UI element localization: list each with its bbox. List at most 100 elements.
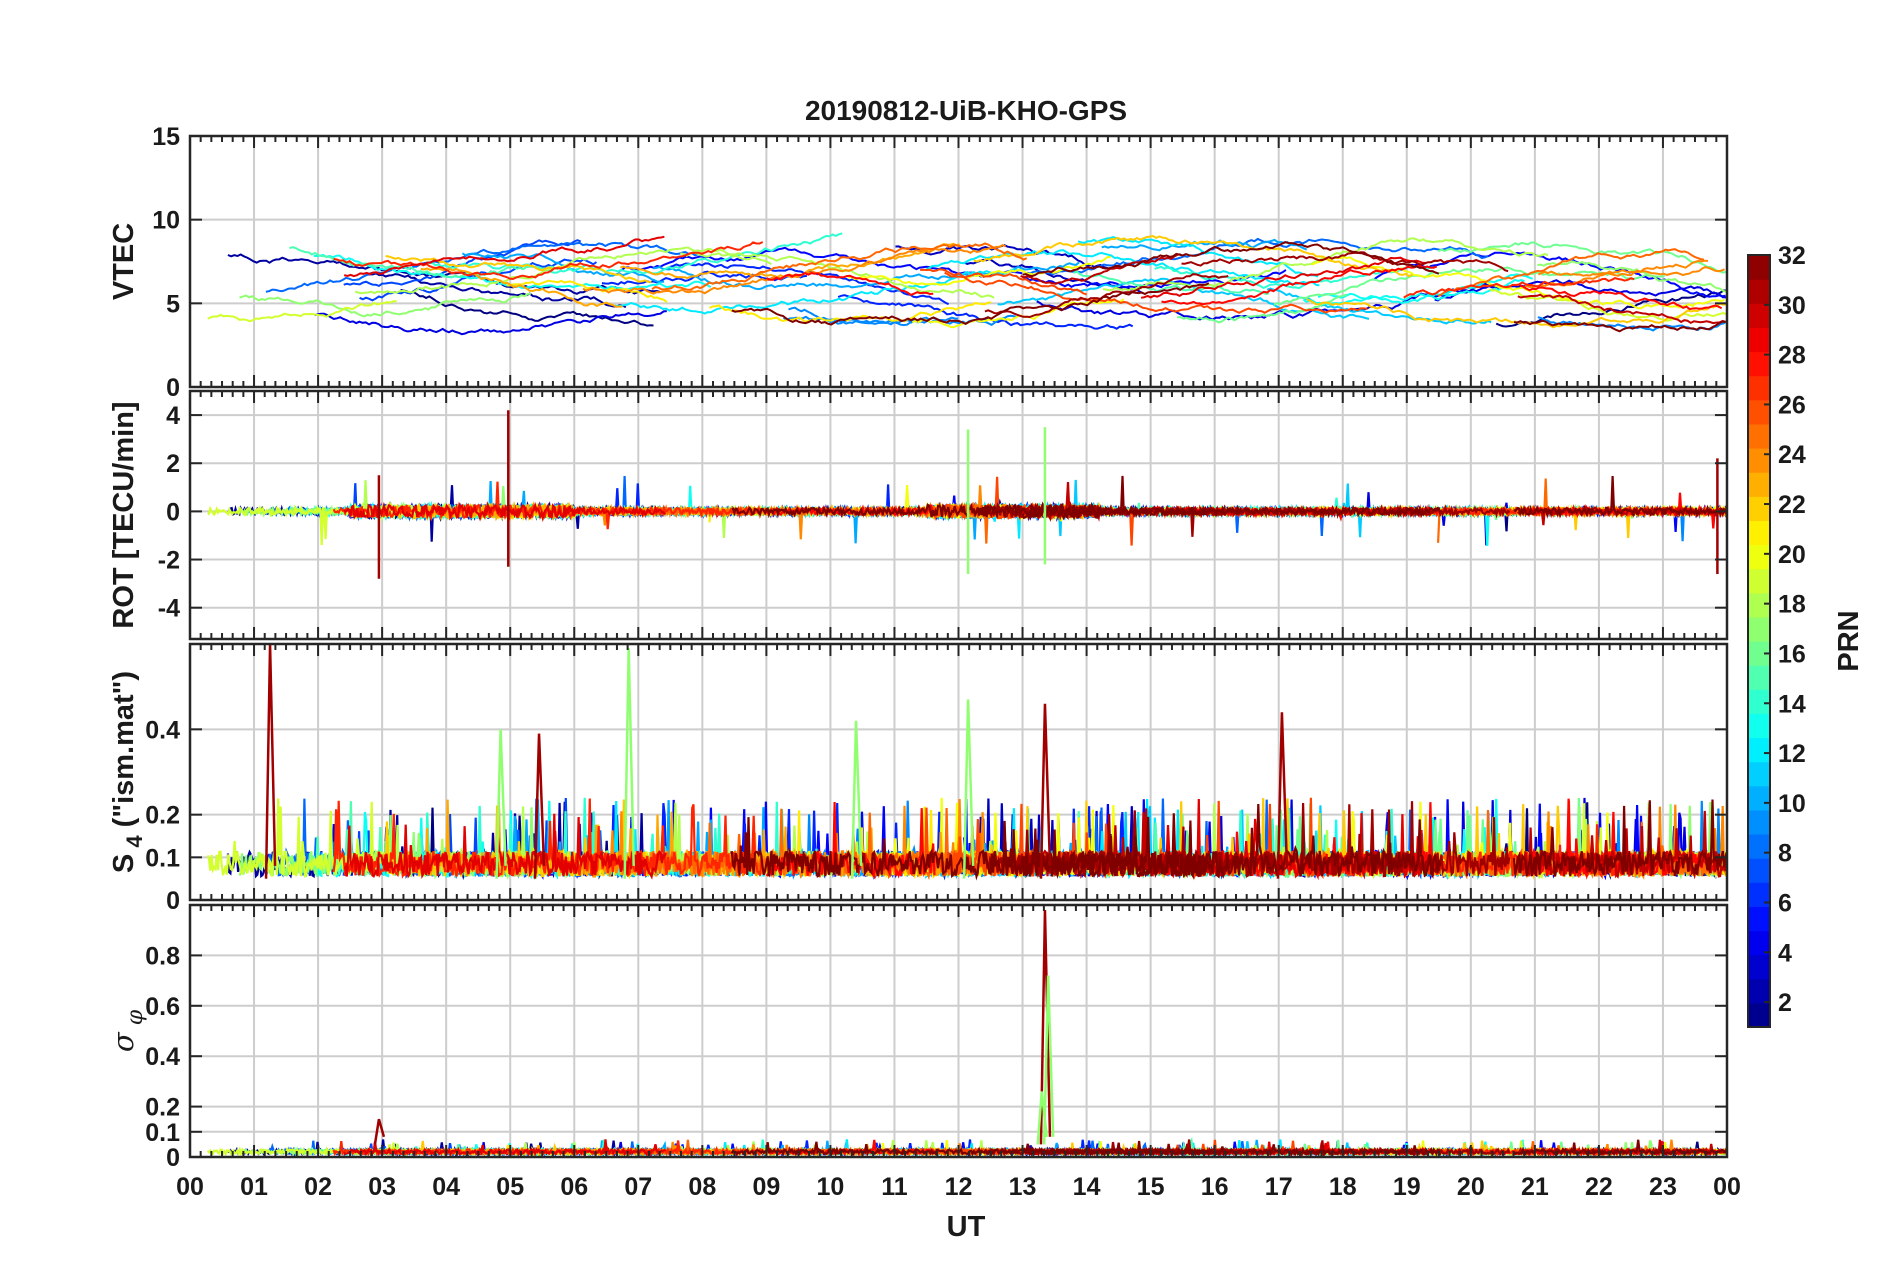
y-tick-label: 0.4: [145, 1043, 180, 1071]
spike-mark: [373, 1118, 386, 1145]
colorbar-level: [1748, 255, 1770, 280]
series-line-prn-13: [1317, 273, 1534, 305]
colorbar-level: [1748, 785, 1770, 811]
y-tick-label: 0.6: [145, 993, 180, 1021]
colorbar-tick-label: 10: [1778, 790, 1806, 818]
y-tick-label: 5: [166, 290, 180, 318]
series-line-prn-27: [333, 241, 764, 281]
x-tick-label: 16: [1201, 1173, 1229, 1201]
x-axis-label: UT: [947, 1211, 986, 1243]
series-line-prn-31: [984, 273, 1229, 319]
x-tick-label: 19: [1393, 1173, 1421, 1201]
series-line-prn-31: [1180, 503, 1511, 520]
y-tick-label: 0: [166, 1144, 180, 1172]
series-line-prn-20: [911, 298, 1125, 329]
series-line-prn-4: [314, 310, 667, 336]
series-line-prn-30: [1020, 253, 1181, 285]
y-tick-label: 0: [166, 498, 180, 526]
colorbar-level: [1748, 327, 1770, 353]
x-tick-label: 08: [688, 1173, 716, 1201]
series-line-prn-21: [506, 279, 668, 303]
y-tick-label: 0: [166, 887, 180, 915]
panel-sigma-phi: 00.10.2 0.4 0.6 0.8 σ φ: [106, 903, 1729, 1172]
colorbar-level: [1748, 737, 1770, 763]
series-line-prn-19: [1488, 288, 1727, 322]
x-tick-label: 21: [1521, 1173, 1549, 1201]
colorbar-tick-label: 20: [1778, 541, 1806, 569]
series-line-prn-28: [1161, 264, 1438, 306]
colorbar-tick-label: 32: [1778, 242, 1806, 270]
series-line-prn-28: [766, 271, 934, 297]
series-line-prn-13: [1302, 278, 1525, 306]
y-tick-label: -4: [158, 595, 180, 623]
series-line-prn-1: [400, 288, 654, 327]
x-tick-label: 17: [1265, 1173, 1293, 1201]
colorbar-level: [1748, 303, 1770, 328]
colorbar-label: PRN: [1833, 610, 1865, 671]
y-axis-label-vtec: VTEC: [108, 223, 140, 300]
colorbar-level: [1748, 1002, 1770, 1028]
y-tick-label: 0: [166, 374, 180, 402]
colorbar-tick-label: 22: [1778, 491, 1806, 519]
series-line-prn-8: [265, 241, 705, 293]
series-line-prn-20: [847, 255, 1111, 286]
colorbar-tick-label: 26: [1778, 391, 1806, 419]
series-line-prn-32: [1512, 799, 1727, 877]
x-tick-label: 14: [1073, 1173, 1101, 1201]
x-axis: 00 01 02 03 04 05 06 07 08 09 10 11 12 13 14 15 16 17 18 19…: [176, 1173, 1741, 1201]
colorbar-level: [1748, 761, 1770, 787]
spike-mark: [1036, 1091, 1048, 1145]
colorbar-level: [1748, 399, 1770, 425]
y-axis-label-sigma_phi: σ φ: [106, 1009, 148, 1052]
y-axis-label-s4: S 4 ("ism.mat"): [108, 671, 147, 873]
spike-mark: [533, 733, 546, 879]
y-tick-label: 2: [166, 450, 180, 478]
series-line-prn-30: [1517, 293, 1727, 325]
series-line-prn-8: [1026, 237, 1489, 276]
x-tick-label: 18: [1329, 1173, 1357, 1201]
series-line-prn-32: [731, 475, 1212, 521]
y-tick-label: 0.4: [145, 716, 180, 744]
series-line-prn-19: [207, 300, 397, 323]
series-line-prn-21: [708, 301, 992, 323]
x-tick-label: 09: [752, 1173, 780, 1201]
x-tick-label: 04: [432, 1173, 460, 1201]
y-tick-label: -2: [158, 547, 180, 575]
x-tick-label: 06: [560, 1173, 588, 1201]
series-line-prn-26: [944, 271, 1368, 314]
colorbar-level: [1748, 641, 1770, 666]
spike-mark: [264, 644, 277, 879]
x-tick-label: 10: [817, 1173, 845, 1201]
colorbar-tick-label: 28: [1778, 342, 1806, 370]
series-line-prn-2: [366, 272, 627, 309]
series-line-prn-24: [1537, 259, 1709, 277]
colorbar-tick-label: 30: [1778, 292, 1806, 320]
colorbar-level: [1748, 448, 1770, 473]
spike-mark: [962, 699, 975, 879]
series-line-prn-32: [730, 816, 1212, 881]
series-line-prn-31: [1181, 251, 1509, 273]
colorbar-level: [1748, 906, 1770, 932]
series-line-prn-29: [1140, 256, 1427, 299]
x-tick-label: 15: [1137, 1173, 1165, 1201]
colorbar-tick-label: 6: [1778, 889, 1792, 917]
series-line-prn-22: [973, 234, 1413, 278]
colorbar-level: [1748, 954, 1770, 980]
spike-mark: [850, 720, 863, 879]
x-tick-label: 11: [881, 1173, 908, 1201]
x-tick-label: 22: [1585, 1173, 1613, 1201]
colorbar-level: [1748, 520, 1770, 546]
series-line-prn-16: [1177, 293, 1348, 324]
spike-mark: [1039, 703, 1052, 879]
colorbar-level: [1748, 689, 1770, 714]
colorbar-tick-label: 12: [1778, 740, 1806, 768]
colorbar-tick-label: 4: [1778, 939, 1792, 967]
colorbar-level: [1748, 616, 1770, 642]
colorbar-level: [1748, 809, 1770, 835]
series-line-prn-27: [332, 798, 764, 879]
y-tick-label: 10: [152, 207, 180, 235]
spike-mark: [1276, 712, 1289, 879]
series-line-prn-15: [1073, 270, 1270, 296]
series-line-prn-5: [618, 246, 1023, 278]
